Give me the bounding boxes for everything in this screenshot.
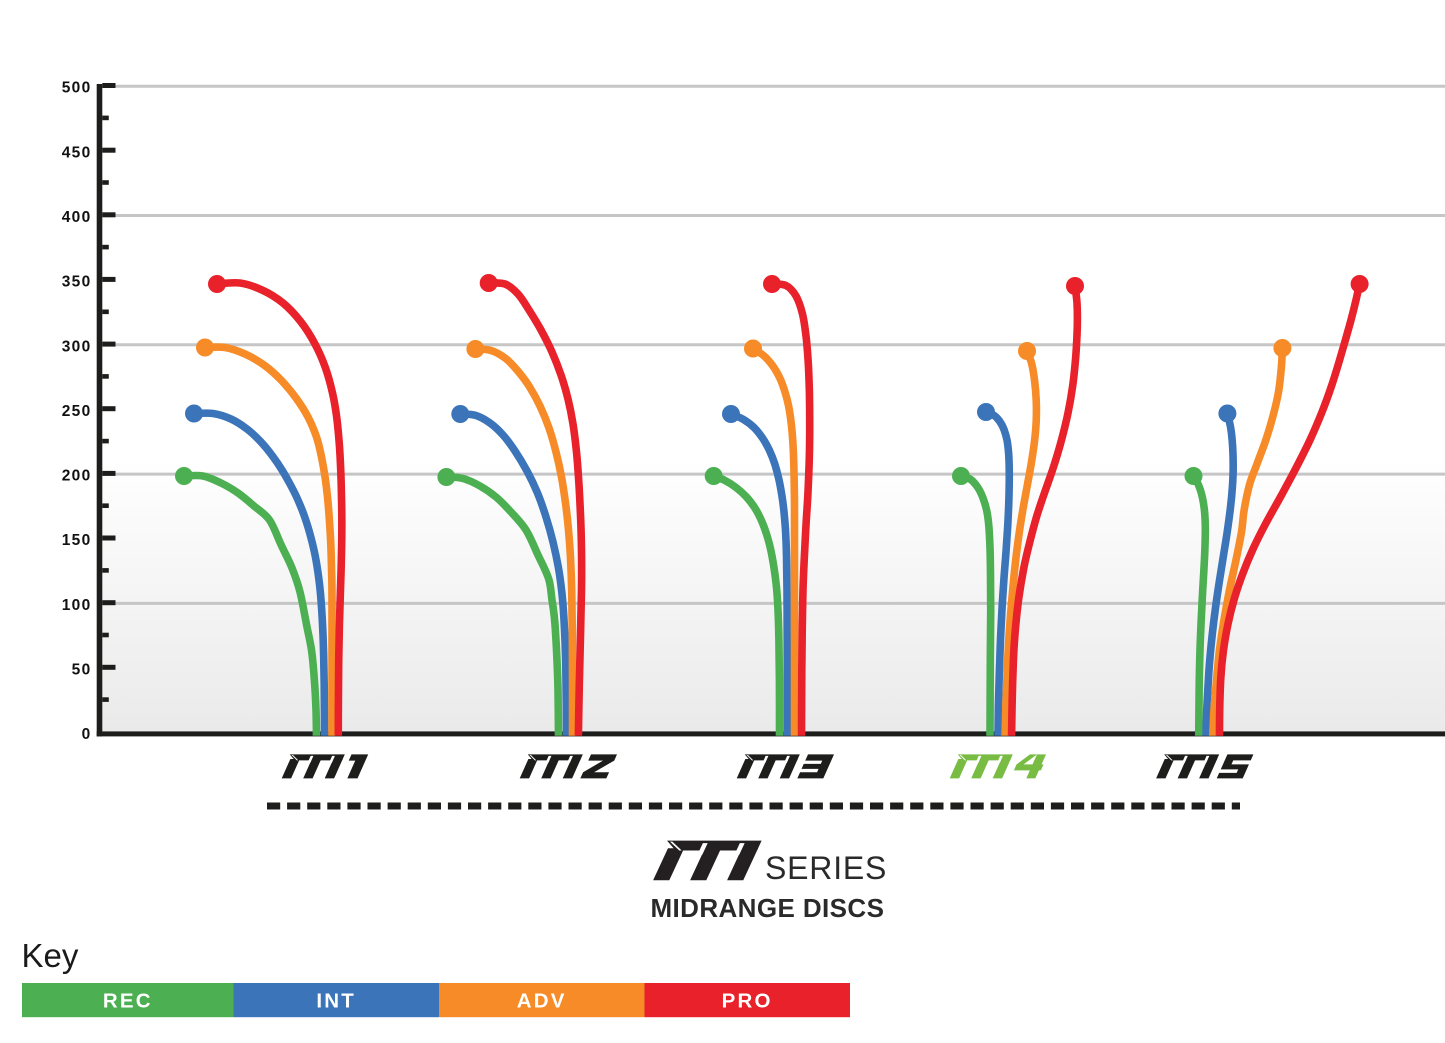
svg-text:REC: REC <box>103 990 153 1013</box>
svg-text:ADV: ADV <box>517 990 567 1013</box>
svg-text:100: 100 <box>62 597 92 614</box>
svg-text:400: 400 <box>62 209 92 226</box>
svg-text:500: 500 <box>62 80 92 97</box>
svg-text:250: 250 <box>62 403 92 420</box>
svg-text:300: 300 <box>62 338 92 355</box>
svg-text:PRO: PRO <box>722 990 773 1013</box>
svg-text:200: 200 <box>62 468 92 485</box>
svg-text:50: 50 <box>72 662 92 679</box>
svg-text:SERIES: SERIES <box>765 850 887 886</box>
svg-text:INT: INT <box>316 990 356 1013</box>
svg-text:350: 350 <box>62 274 92 291</box>
svg-text:150: 150 <box>62 532 92 549</box>
svg-text:0: 0 <box>82 726 92 743</box>
svg-text:MIDRANGE DISCS: MIDRANGE DISCS <box>650 893 884 923</box>
svg-text:Key: Key <box>22 937 79 974</box>
svg-text:450: 450 <box>62 144 92 161</box>
